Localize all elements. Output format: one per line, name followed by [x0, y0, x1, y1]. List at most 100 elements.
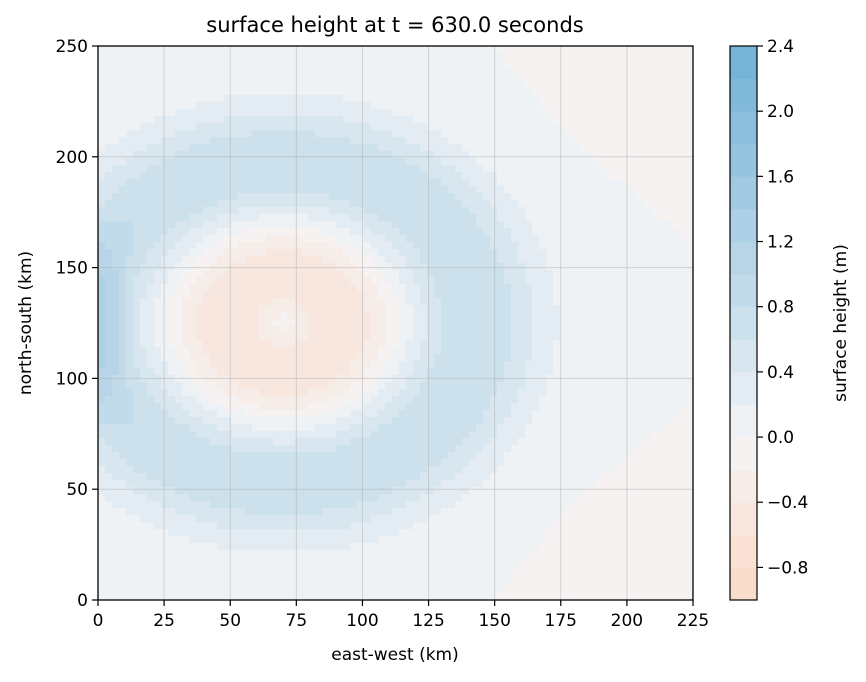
contour-cell: [301, 277, 309, 285]
contour-cell: [280, 592, 288, 600]
contour-cell: [469, 256, 477, 264]
contour-cell: [504, 221, 512, 229]
contour-cell: [406, 515, 414, 523]
contour-cell: [259, 382, 267, 390]
contour-cell: [105, 151, 113, 159]
contour-cell: [266, 403, 274, 411]
contour-cell: [525, 53, 533, 61]
contour-cell: [196, 431, 204, 439]
contour-cell: [259, 88, 267, 96]
contour-cell: [231, 368, 239, 376]
contour-cell: [98, 228, 106, 236]
contour-cell: [252, 431, 260, 439]
contour-cell: [434, 340, 442, 348]
contour-cell: [329, 277, 337, 285]
contour-cell: [469, 424, 477, 432]
contour-cell: [322, 550, 330, 558]
contour-cell: [434, 312, 442, 320]
contour-cell: [434, 536, 442, 544]
contour-cell: [462, 571, 470, 579]
contour-cell: [385, 298, 393, 306]
contour-cell: [455, 214, 463, 222]
contour-cell: [511, 165, 519, 173]
contour-cell: [378, 193, 386, 201]
contour-cell: [385, 368, 393, 376]
contour-cell: [252, 277, 260, 285]
contour-cell: [112, 214, 120, 222]
contour-cell: [371, 46, 379, 54]
contour-cell: [259, 172, 267, 180]
contour-cell: [224, 452, 232, 460]
contour-cell: [126, 263, 134, 271]
contour-cell: [469, 291, 477, 299]
contour-cell: [490, 263, 498, 271]
contour-cell: [238, 214, 246, 222]
contour-cell: [378, 137, 386, 145]
contour-cell: [175, 571, 183, 579]
contour-cell: [308, 410, 316, 418]
contour-cell: [420, 256, 428, 264]
contour-cell: [147, 193, 155, 201]
contour-cell: [476, 102, 484, 110]
contour-cell: [126, 207, 134, 215]
contour-cell: [273, 578, 281, 586]
contour-cell: [287, 60, 295, 68]
contour-cell: [427, 536, 435, 544]
contour-cell: [280, 319, 288, 327]
contour-cell: [147, 123, 155, 131]
contour-cell: [266, 389, 274, 397]
contour-cell: [126, 172, 134, 180]
contour-cell: [217, 571, 225, 579]
contour-cell: [476, 396, 484, 404]
contour-cell: [364, 494, 372, 502]
contour-cell: [203, 137, 211, 145]
contour-cell: [518, 123, 526, 131]
contour-cell: [420, 396, 428, 404]
contour-cell: [231, 305, 239, 313]
contour-cell: [343, 277, 351, 285]
contour-cell: [105, 557, 113, 565]
contour-cell: [364, 578, 372, 586]
contour-cell: [329, 368, 337, 376]
contour-cell: [119, 487, 127, 495]
contour-cell: [406, 445, 414, 453]
contour-cell: [490, 564, 498, 572]
contour-cell: [406, 354, 414, 362]
contour-cell: [259, 200, 267, 208]
contour-cell: [189, 431, 197, 439]
contour-cell: [210, 158, 218, 166]
contour-cell: [532, 88, 540, 96]
contour-cell: [427, 221, 435, 229]
contour-cell: [252, 256, 260, 264]
contour-cell: [126, 221, 134, 229]
contour-cell: [343, 67, 351, 75]
contour-cell: [98, 74, 106, 82]
contour-cell: [420, 424, 428, 432]
contour-cell: [203, 326, 211, 334]
contour-cell: [224, 389, 232, 397]
contour-cell: [133, 340, 141, 348]
contour-cell: [280, 172, 288, 180]
contour-cell: [399, 508, 407, 516]
contour-cell: [469, 459, 477, 467]
contour-cell: [336, 228, 344, 236]
contour-cell: [119, 396, 127, 404]
contour-cell: [322, 46, 330, 54]
contour-cell: [525, 130, 533, 138]
contour-cell: [161, 319, 169, 327]
contour-cell: [497, 81, 505, 89]
contour-cell: [238, 452, 246, 460]
contour-cell: [203, 46, 211, 54]
contour-cell: [112, 333, 120, 341]
contour-cell: [343, 487, 351, 495]
contour-cell: [462, 501, 470, 509]
contour-cell: [420, 81, 428, 89]
contour-cell: [182, 305, 190, 313]
contour-cell: [119, 536, 127, 544]
contour-cell: [490, 333, 498, 341]
contour-cell: [133, 242, 141, 250]
contour-cell: [406, 438, 414, 446]
contour-cell: [245, 46, 253, 54]
contour-cell: [497, 270, 505, 278]
contour-cell: [413, 326, 421, 334]
